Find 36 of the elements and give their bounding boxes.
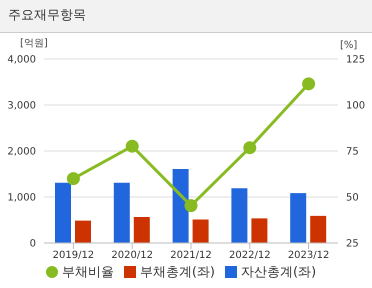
- bar: [55, 182, 71, 243]
- y2-tick-label: 25: [346, 238, 359, 250]
- legend-label: 부채비율: [62, 265, 114, 280]
- point: [184, 199, 198, 212]
- point: [243, 141, 256, 154]
- x-tick-label: 2022/12: [229, 250, 271, 262]
- y2-axis-title: [%]: [340, 40, 358, 51]
- x-tick-label: 2023/12: [288, 250, 330, 262]
- y-tick-label: 2,000: [7, 146, 36, 158]
- y-tick-label: 3,000: [7, 100, 36, 112]
- point: [66, 172, 80, 186]
- bar: [251, 218, 268, 243]
- x-tick-label: 2019/12: [52, 250, 94, 262]
- y-tick-label: 0: [30, 238, 36, 250]
- bar: [192, 220, 209, 243]
- point: [126, 140, 139, 153]
- bar: [310, 216, 326, 243]
- y2-tick-label: 100: [346, 100, 366, 112]
- y2-tick-label: 50: [346, 192, 359, 204]
- y2-tick-label: 75: [346, 146, 359, 158]
- x-tick-label: 2020/12: [111, 250, 153, 262]
- bar: [172, 168, 189, 243]
- chart-title: 주요재무항목: [0, 0, 372, 33]
- point: [302, 77, 316, 90]
- legend-label: 부채총계(좌): [140, 265, 215, 280]
- legend-label: 자산총계(좌): [241, 265, 316, 280]
- y-tick-label: 4,000: [7, 54, 36, 66]
- y2-tick-label: 125: [346, 54, 366, 66]
- bar: [231, 188, 248, 243]
- bar: [134, 216, 150, 243]
- y-axis-title: [억원]: [20, 37, 48, 50]
- x-tick-label: 2021/12: [170, 250, 212, 262]
- bar: [114, 182, 130, 243]
- y-tick-label: 1,000: [7, 192, 36, 204]
- bar: [75, 220, 91, 243]
- bar: [290, 193, 306, 243]
